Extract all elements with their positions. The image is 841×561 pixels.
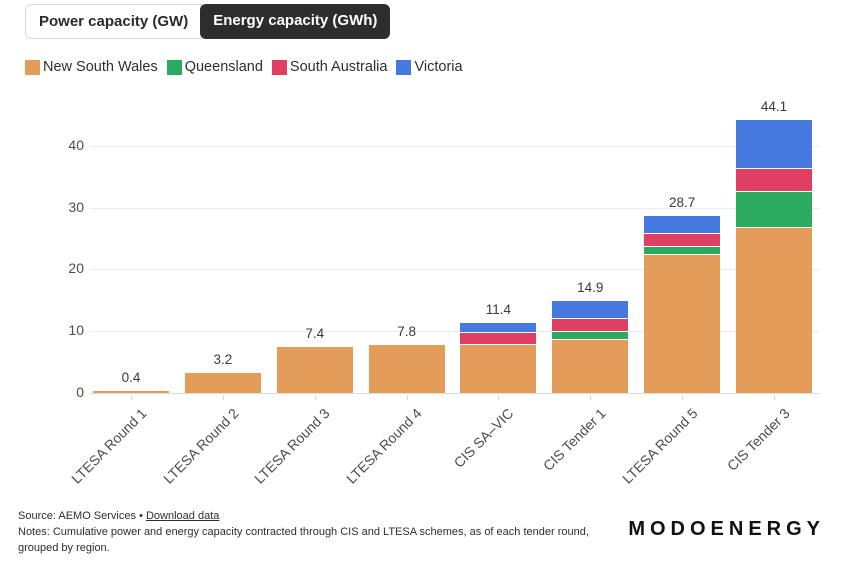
bar-cis-sa-vic-new-south-wales[interactable] [460, 344, 537, 393]
bar-ltesa-round-1-new-south-wales[interactable] [93, 390, 169, 393]
legend-label: Queensland [184, 59, 263, 75]
x-axis-label-cis-sa-vic: CIS SA–VIC [450, 405, 517, 471]
bar-cis-tender-1-victoria[interactable] [552, 300, 629, 319]
x-axis-tick [314, 395, 316, 400]
y-axis-tick-label: 0 [76, 384, 84, 400]
legend-swatch-icon [25, 59, 40, 75]
bar-cis-tender-1-south-australia[interactable] [552, 318, 629, 332]
gridline-0 [90, 393, 820, 394]
bar-cis-sa-vic-south-australia[interactable] [460, 333, 537, 345]
y-axis-tick-label: 10 [68, 322, 84, 339]
x-axis-label-ltesa-round-5: LTESA Round 5 [618, 405, 701, 487]
bar-total-label-cis-tender-3: 44.1 [760, 99, 788, 115]
x-axis-label-ltesa-round-1: LTESA Round 1 [67, 405, 150, 487]
bar-ltesa-round-4-new-south-wales[interactable] [368, 344, 445, 393]
bar-cis-sa-vic-victoria[interactable] [460, 322, 537, 334]
legend-label: Victoria [414, 59, 463, 75]
x-axis-label-ltesa-round-3: LTESA Round 3 [251, 405, 334, 487]
tab-power-capacity-gw[interactable]: Power capacity (GW) [25, 4, 203, 39]
legend-item-new-south-wales: New South Wales [25, 59, 158, 75]
bar-ltesa-round-5-queensland[interactable] [644, 246, 721, 255]
bar-total-label-ltesa-round-4: 7.8 [397, 323, 416, 339]
x-axis-tick [222, 395, 224, 400]
gridline-30 [90, 207, 820, 209]
legend-label: New South Wales [43, 59, 158, 75]
x-axis-label-cis-tender-1: CIS Tender 1 [539, 405, 609, 474]
chart-plot: 0 10 20 30 40 0.4 LTESA Round 1 3.2 LTESA Round … [0, 99, 841, 520]
bar-total-label-ltesa-round-5: 28.7 [669, 194, 696, 210]
bar-ltesa-round-2-new-south-wales[interactable] [184, 373, 261, 393]
legend-item-south-australia: South Australia [271, 59, 388, 75]
x-axis-tick [590, 395, 592, 400]
legend-item-queensland: Queensland [166, 59, 263, 75]
capacity-unit-toggle: Power capacity (GW) Energy capacity (GWh) [25, 4, 391, 39]
y-axis-tick-label: 30 [68, 198, 84, 215]
tab-energy-capacity-gwh[interactable]: Energy capacity (GWh) [200, 4, 391, 39]
gridline-20 [90, 269, 820, 271]
bar-ltesa-round-5-south-australia[interactable] [644, 234, 721, 247]
x-axis-tick [498, 395, 500, 400]
chart-legend: New South Wales Queensland South Australia… [25, 59, 463, 75]
bar-ltesa-round-3-new-south-wales[interactable] [276, 347, 353, 393]
x-axis-tick [406, 395, 408, 400]
footer: Source: AEMO Services • Download data No… [18, 509, 618, 557]
bar-cis-tender-3-victoria[interactable] [736, 120, 813, 169]
x-axis-label-ltesa-round-4: LTESA Round 4 [343, 405, 425, 487]
bar-ltesa-round-5-victoria[interactable] [644, 215, 721, 235]
source-text: Source: AEMO Services [18, 510, 136, 522]
legend-label: South Australia [289, 59, 388, 75]
bar-total-label-ltesa-round-1: 0.4 [121, 369, 141, 385]
x-axis-tick [682, 395, 684, 400]
download-data-link[interactable]: Download data [145, 510, 220, 522]
bar-total-label-ltesa-round-2: 3.2 [213, 352, 233, 368]
bar-ltesa-round-5-new-south-wales[interactable] [644, 254, 721, 393]
bar-cis-tender-1-queensland[interactable] [552, 331, 629, 340]
legend-swatch-icon [166, 59, 182, 75]
bar-total-label-cis-tender-1: 14.9 [577, 279, 604, 295]
gridline-10 [90, 331, 820, 333]
bar-total-label-ltesa-round-3: 7.4 [305, 326, 325, 342]
legend-swatch-icon [396, 59, 412, 75]
x-axis-label-ltesa-round-2: LTESA Round 2 [159, 405, 242, 487]
separator-dot: • [139, 510, 143, 522]
x-axis-tick [131, 395, 132, 400]
bar-cis-tender-3-new-south-wales[interactable] [736, 227, 813, 393]
bar-cis-tender-3-south-australia[interactable] [736, 168, 813, 193]
legend-item-victoria: Victoria [396, 59, 463, 75]
bar-cis-tender-3-queensland[interactable] [736, 192, 813, 228]
modo-energy-logo: MODOENERGY [628, 518, 825, 540]
y-axis-tick-label: 20 [68, 260, 84, 277]
x-axis-tick [774, 395, 776, 400]
gridline-40 [90, 145, 820, 147]
bar-total-label-cis-sa-vic: 11.4 [485, 301, 512, 317]
notes-text: Notes: Cumulative power and energy capac… [18, 525, 589, 554]
legend-swatch-icon [271, 59, 287, 75]
source-line: Source: AEMO Services • Download data [18, 509, 618, 525]
bar-cis-tender-1-new-south-wales[interactable] [552, 339, 629, 393]
y-axis-tick-label: 40 [68, 136, 84, 153]
x-axis-label-cis-tender-3: CIS Tender 3 [723, 405, 793, 474]
